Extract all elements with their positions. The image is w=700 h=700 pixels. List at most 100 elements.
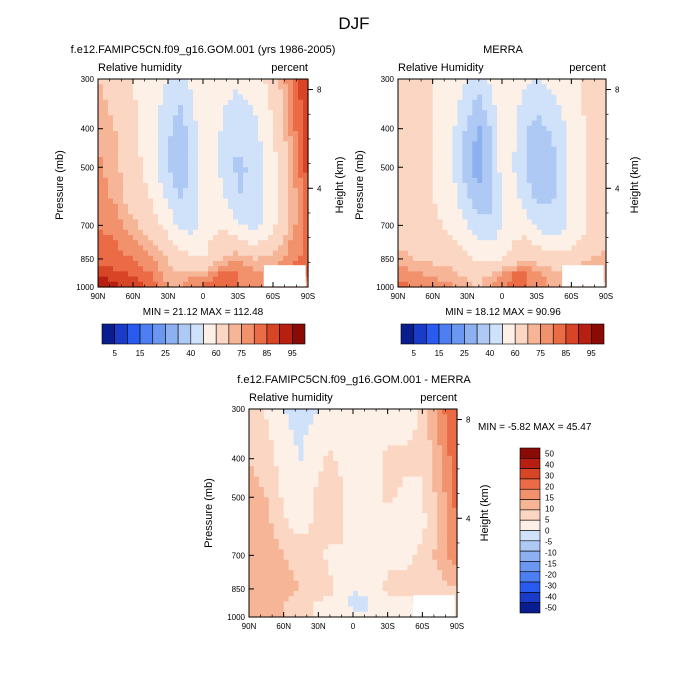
heatmap-cell [546, 224, 553, 231]
heatmap-cell [318, 559, 324, 566]
heatmap-cell [228, 198, 234, 205]
heatmap-cell [492, 183, 498, 189]
heatmap-cell [153, 136, 159, 142]
heatmap-cell [462, 276, 468, 283]
heatmap-cell [353, 435, 359, 441]
heatmap-cell [148, 105, 154, 111]
heatmap-cell [228, 188, 234, 194]
heatmap-cell [497, 245, 503, 252]
heatmap-cell [273, 507, 280, 514]
heatmap-cell [432, 497, 438, 504]
heatmap-cell [586, 141, 592, 148]
heatmap-cell [516, 209, 523, 215]
heatmap-cell [193, 157, 199, 163]
heatmap-cell [467, 105, 473, 111]
heatmap-cell [571, 209, 577, 215]
heatmap-cell [143, 157, 149, 163]
heatmap-cell [103, 203, 109, 210]
heatmap-cell [198, 214, 204, 220]
heatmap-cell [511, 89, 518, 96]
heatmap-cell [148, 125, 154, 132]
heatmap-cell [263, 240, 269, 246]
heatmap-cell [98, 84, 104, 90]
heatmap-cell [586, 167, 592, 174]
heatmap-cell [253, 209, 259, 215]
heatmap-cell [457, 131, 463, 137]
heatmap-cell [382, 487, 389, 493]
heatmap-cell [536, 120, 543, 127]
heatmap-cell [108, 250, 114, 257]
heatmap-cell [392, 424, 399, 431]
heatmap-cell [298, 131, 304, 137]
heatmap-cell [258, 450, 265, 457]
heatmap-cell [417, 203, 424, 210]
heatmap-cell [546, 141, 553, 148]
heatmap-cell [407, 487, 414, 493]
heatmap-cell [551, 79, 558, 85]
heatmap-cell [586, 151, 592, 158]
heatmap-cell [452, 533, 458, 540]
heatmap-cell [437, 445, 443, 452]
heatmap-cell [343, 518, 349, 524]
heatmap-cell [128, 183, 134, 189]
heatmap-cell [203, 94, 209, 101]
heatmap-cell [442, 440, 448, 446]
heatmap-cell [288, 177, 294, 184]
heatmap-cell [447, 507, 453, 514]
heatmap-cell [477, 188, 483, 194]
heatmap-cell [208, 141, 214, 148]
heatmap-cell [313, 497, 319, 504]
heatmap-cell [487, 105, 493, 111]
heatmap-cell [333, 445, 339, 452]
heatmap-cell [303, 255, 309, 262]
heatmap-cell [123, 167, 129, 174]
heatmap-cell [362, 409, 369, 415]
heatmap-cell [118, 167, 124, 174]
heatmap-cell [343, 440, 349, 446]
heatmap-cell [417, 84, 424, 90]
heatmap-cell [397, 481, 404, 488]
heatmap-cell [581, 110, 587, 116]
heatmap-cell [556, 271, 563, 278]
heatmap-cell [333, 528, 339, 535]
heatmap-cell [407, 172, 414, 179]
heatmap-cell [382, 440, 389, 446]
heatmap-cell [521, 136, 528, 142]
heatmap-cell [308, 429, 314, 436]
heatmap-cell [303, 518, 310, 524]
heatmap-cell [193, 84, 199, 90]
heatmap-cell [506, 89, 513, 96]
heatmap-cell [398, 235, 404, 241]
heatmap-cell [298, 141, 304, 148]
heatmap-cell [303, 471, 310, 478]
heatmap-cell [298, 570, 305, 576]
heatmap-cell [248, 162, 254, 168]
heatmap-cell [387, 440, 394, 446]
heatmap-cell [249, 476, 255, 483]
heatmap-cell [333, 466, 339, 472]
heatmap-cell [541, 172, 548, 179]
heatmap-cell [303, 528, 310, 535]
heatmap-cell [143, 115, 149, 122]
heatmap-cell [353, 533, 359, 540]
heatmap-cell [338, 559, 344, 566]
heatmap-cell [596, 79, 602, 85]
heatmap-cell [541, 203, 548, 210]
heatmap-cell [193, 131, 199, 137]
heatmap-cell [108, 203, 114, 210]
heatmap-cell [551, 193, 558, 200]
heatmap-cell [249, 575, 255, 582]
heatmap-cell [303, 224, 309, 231]
heatmap-cell [591, 110, 597, 116]
heatmap-cell [263, 461, 270, 467]
heatmap-cell [417, 177, 424, 184]
heatmap-cell [118, 115, 124, 122]
heatmap-cell [407, 424, 414, 431]
heatmap-cell [218, 167, 224, 174]
heatmap-cell [318, 523, 324, 530]
heatmap-cell [218, 250, 224, 257]
heatmap-cell [123, 250, 129, 257]
heatmap-cell [133, 276, 139, 283]
heatmap-cell [457, 162, 463, 168]
heatmap-cell [338, 414, 344, 420]
